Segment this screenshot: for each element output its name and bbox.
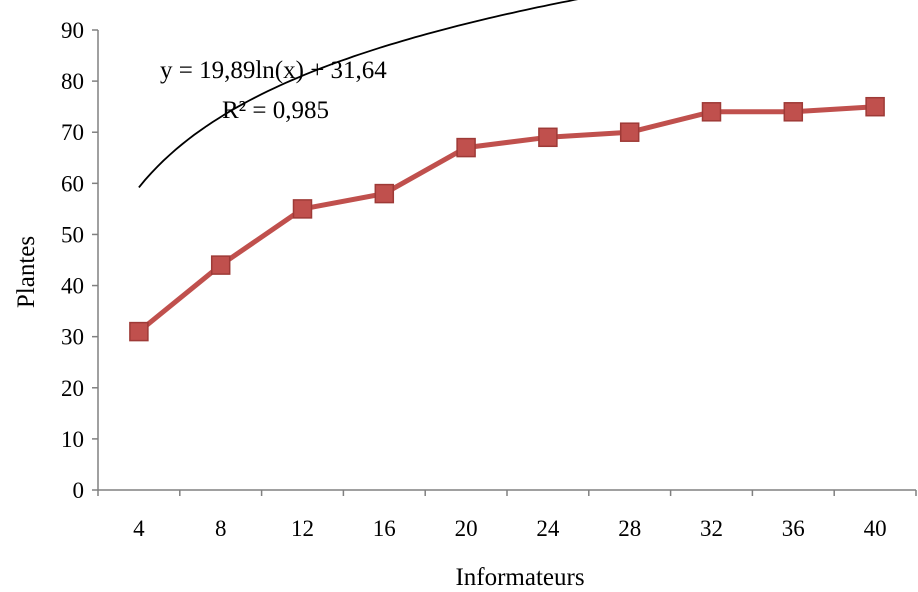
data-point: [865, 96, 885, 117]
data-point: [129, 321, 149, 342]
y-tick-label: 30: [61, 325, 84, 350]
y-tick-label: 40: [61, 274, 84, 299]
data-point: [210, 255, 231, 275]
x-tick-label: 32: [700, 516, 723, 541]
data-point: [538, 127, 558, 148]
y-tick-label: 70: [61, 120, 84, 145]
trendline: [138, 0, 579, 188]
y-tick-label: 80: [61, 69, 84, 94]
x-tick-label: 36: [782, 516, 805, 541]
y-tick-label: 0: [73, 478, 85, 503]
y-tick-label: 60: [61, 171, 84, 196]
series-group: [129, 96, 885, 342]
y-tick-label: 90: [61, 18, 84, 43]
data-point: [783, 102, 804, 122]
data-point: [701, 102, 722, 122]
y-tick-label: 20: [61, 376, 84, 401]
x-tick-label: 28: [618, 516, 641, 541]
y-tick-label: 50: [61, 222, 84, 247]
labels-group: 0 10 20 30 40 50 60 70 80 90 4 8 12 16 20 24 28 32 36 40: [61, 18, 887, 541]
y-axis-title: Plantes: [13, 236, 40, 308]
x-tick-label: 16: [373, 516, 396, 541]
data-point: [456, 137, 476, 158]
trendline-equation: y = 19,89ln(x) + 31,64: [160, 57, 387, 84]
axes: [92, 29, 917, 496]
data-point: [374, 183, 395, 204]
r-squared-label: R² = 0,985: [222, 97, 329, 124]
x-tick-label: 20: [455, 516, 478, 541]
y-tick-label: 10: [61, 427, 84, 452]
x-tick-label: 4: [133, 516, 145, 541]
x-tick-label: 12: [291, 516, 314, 541]
x-tick-label: 8: [215, 516, 227, 541]
x-axis-title: Informateurs: [455, 564, 584, 591]
data-point: [619, 122, 640, 142]
x-tick-label: 40: [864, 516, 887, 541]
data-point: [292, 199, 313, 219]
x-tick-label: 24: [536, 516, 560, 541]
trendline-group: [138, 0, 579, 188]
series-line: [137, 104, 876, 334]
